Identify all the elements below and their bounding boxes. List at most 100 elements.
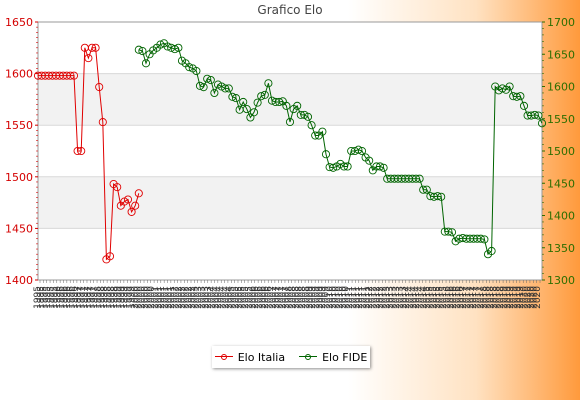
series-line-fide	[138, 42, 543, 256]
x-axis-tick-label: 2014	[402, 286, 412, 309]
x-axis-tick-label: 2004	[207, 286, 217, 309]
x-axis-tick-label: 1997	[77, 286, 87, 309]
x-axis-tick-label: 2017	[473, 286, 483, 309]
data-point-italia	[134, 189, 143, 198]
x-axis-tick-label: 2013	[399, 286, 409, 309]
data-point-fide	[199, 83, 208, 92]
x-axis-tick-label: 2018	[493, 286, 503, 309]
x-axis-tick-label: 2005	[228, 286, 238, 309]
data-point-fide	[210, 88, 219, 97]
data-point-fide	[419, 185, 428, 194]
x-axis-tick-label: 2013	[389, 286, 399, 309]
x-axis-tick-label: 2003	[197, 286, 207, 309]
x-axis-tick-label: 2001	[157, 286, 167, 309]
x-axis-tick-label: 1996	[67, 286, 77, 309]
data-point-italia	[113, 183, 122, 192]
x-axis-tick-label: 2014	[409, 286, 419, 309]
x-axis-tick-label: 2007	[275, 286, 285, 309]
x-axis-tick-label: 2013	[382, 286, 392, 309]
x-axis-tick-label: 2002	[181, 286, 191, 309]
x-axis-tick-label: 2000	[134, 286, 144, 309]
x-axis-tick-label: 2005	[244, 286, 254, 309]
data-point-fide	[480, 235, 489, 244]
x-axis-tick-label: 2019	[506, 286, 516, 309]
x-axis-tick-label: 2006	[251, 286, 261, 309]
data-point-italia	[84, 54, 93, 63]
data-point-italia	[123, 195, 133, 204]
x-axis-tick-label: 2000	[144, 286, 154, 309]
x-axis-tick-label: 2015	[426, 286, 436, 309]
x-axis-tick-label: 1998	[110, 286, 120, 309]
x-axis-tick-label: 2017	[469, 286, 479, 309]
data-point-fide	[487, 246, 496, 256]
x-axis-tick-label: 1995	[50, 286, 60, 309]
x-axis-tick-label: 2004	[211, 286, 221, 309]
x-axis-tick-label: 2003	[201, 286, 211, 309]
data-point-fide	[293, 101, 302, 110]
x-axis-tick-label: 2004	[221, 286, 231, 309]
legend-swatch-italia	[214, 353, 233, 361]
x-axis-tick-label: 2005	[238, 286, 248, 309]
x-axis-tick-label: 2012	[375, 286, 385, 309]
data-point-italia	[98, 118, 107, 127]
data-point-fide	[228, 92, 237, 101]
x-axis-tick-label: 2009	[312, 286, 322, 309]
data-point-fide	[411, 174, 421, 183]
x-axis-tick-label: 2017	[459, 286, 469, 309]
data-point-fide	[437, 192, 446, 201]
data-point-fide	[206, 76, 215, 85]
x-axis-tick-label: 2016	[446, 286, 456, 309]
x-axis-tick-label: 2002	[184, 286, 194, 309]
data-point-fide	[530, 110, 539, 119]
x-axis-tick-label: 2011	[362, 286, 372, 309]
x-axis-tick-label: 2014	[405, 286, 415, 309]
data-point-fide	[296, 110, 305, 119]
data-point-fide	[537, 119, 547, 128]
x-axis-tick-label: 2010	[338, 286, 348, 309]
data-point-fide	[329, 163, 338, 172]
x-axis-tick-label: 2008	[288, 286, 298, 309]
x-axis-tick-label: 1995	[36, 286, 46, 309]
x-axis-tick-label: 1995	[46, 286, 56, 309]
chart-title: Grafico Elo	[257, 3, 323, 17]
x-axis-tick-label: 1997	[87, 286, 97, 309]
x-axis-tick-label: 2001	[164, 286, 174, 309]
x-axis-tick-label: 2019	[510, 286, 520, 309]
x-axis-tick-label: 2016	[456, 286, 466, 309]
x-axis-tick-label: 2003	[191, 286, 201, 309]
x-axis-tick-label: 2006	[254, 286, 264, 309]
left-axis-tick-label: 1600	[5, 68, 33, 81]
x-axis-tick-label: 2002	[171, 286, 181, 309]
data-point-fide	[195, 81, 205, 90]
legend-item-italia: Elo Italia	[214, 351, 285, 364]
data-point-fide	[505, 82, 514, 91]
data-point-italia	[87, 43, 97, 52]
data-point-fide	[498, 84, 507, 93]
x-axis-tick-label: 2003	[194, 286, 204, 309]
left-axis-tick-label: 1400	[5, 274, 33, 287]
data-point-fide	[534, 111, 543, 120]
x-axis-tick-label: 2019	[516, 286, 526, 309]
x-axis-tick-label: 1995	[40, 286, 50, 309]
x-axis-tick-label: 2006	[265, 286, 275, 309]
data-point-fide	[512, 92, 521, 101]
data-point-fide	[303, 112, 313, 121]
x-axis-tick-label: 2007	[278, 286, 288, 309]
x-axis-tick-label: 2010	[342, 286, 352, 309]
x-axis-tick-label: 2017	[476, 286, 486, 309]
x-axis-tick-label: 1998	[100, 286, 110, 309]
data-point-italia	[105, 252, 115, 261]
x-axis-tick-label: 1996	[56, 286, 66, 309]
x-axis-tick-label: 2011	[348, 286, 358, 309]
x-axis-tick-label: 2003	[204, 286, 214, 309]
data-point-fide	[242, 105, 251, 114]
data-point-fide	[249, 108, 259, 117]
x-axis-tick-label: 1997	[73, 286, 83, 309]
x-axis-tick-label: 2012	[379, 286, 389, 309]
x-axis-tick-label: 2010	[332, 286, 342, 309]
data-point-fide	[447, 228, 457, 237]
x-axis-tick-label: 1999	[127, 286, 137, 309]
x-axis-tick-label: 2008	[291, 286, 301, 309]
x-axis-tick-label: 2008	[298, 286, 308, 309]
data-point-italia	[127, 207, 136, 216]
